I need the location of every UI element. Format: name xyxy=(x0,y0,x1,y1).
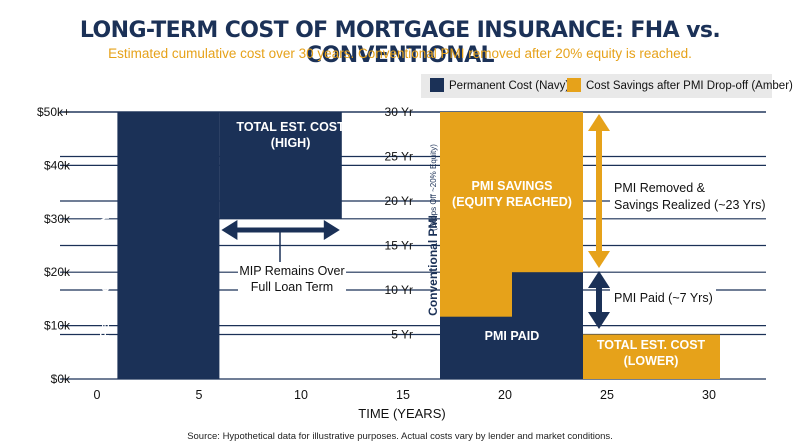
pmi-paid-bar xyxy=(512,272,583,379)
pmi-removed-label-bg xyxy=(610,178,766,214)
left-axis-tick-label: $40k xyxy=(44,158,71,172)
x-axis-tick-label: 15 xyxy=(396,388,410,402)
pmi-paid-arrow-head-bottom xyxy=(588,312,610,329)
legend-label-permanent: Permanent Cost (Navy) xyxy=(449,80,570,92)
left-axis-tick-label: $50k+ xyxy=(37,105,70,119)
conventional-vertical-label: Conventional PMI xyxy=(426,215,440,316)
middle-axis-tick-label: 10 Yr xyxy=(385,283,413,297)
pmi-paid-arrow-head-top xyxy=(588,271,610,288)
fha-arrow-head-right xyxy=(323,220,340,240)
fha-arrow-label: MIP Remains Over xyxy=(239,264,344,278)
legend-swatch-navy xyxy=(430,78,444,92)
legend-item-savings: Cost Savings after PMI Drop-off (Amber) xyxy=(567,78,793,92)
fha-arrow-label-bg xyxy=(238,262,346,298)
middle-axis-tick-label: 25 Yr xyxy=(385,150,413,164)
fha-vertical-label: FHA Permanent MIP (30-Yr) xyxy=(98,205,112,367)
fha-bar xyxy=(117,112,220,379)
pmi-removed-arrow-head-bottom xyxy=(588,251,610,268)
total-lower-bar xyxy=(583,334,720,379)
fha-arrow-head-left xyxy=(221,220,238,240)
x-axis-tick-label: 25 xyxy=(600,388,614,402)
total-lower-label: TOTAL EST. COST xyxy=(597,338,706,352)
x-axis-tick-label: 0 xyxy=(94,388,101,402)
legend-swatch-amber xyxy=(567,78,581,92)
fha-arrow-label: Full Loan Term xyxy=(251,280,333,294)
pmi-removed-arrow-head-top xyxy=(588,114,610,131)
legend: Permanent Cost (Navy) Cost Savings after… xyxy=(421,74,793,98)
middle-axis-tick-label: 20 Yr xyxy=(385,194,413,208)
left-axis-tick-label: $20k xyxy=(44,265,71,279)
middle-axis-tick-label: 15 Yr xyxy=(385,239,413,253)
source-note: Source: Hypothetical data for illustrati… xyxy=(187,431,613,442)
pmi-savings-label: PMI SAVINGS xyxy=(471,179,552,193)
fha-total-label: TOTAL EST. COST xyxy=(236,120,345,134)
conventional-vertical-sublabel: (Drops Off ~20% Equity) xyxy=(429,144,438,231)
fha-total-label: (HIGH) xyxy=(271,136,311,150)
left-axis-tick-label: $30k xyxy=(44,212,71,226)
chart-title: LONG-TERM COST OF MORTGAGE INSURANCE: FH… xyxy=(79,18,721,68)
fha-bar-upper xyxy=(219,112,342,219)
pmi-removed-label: Savings Realized (~23 Yrs) xyxy=(614,198,766,212)
pmi-paid-bar xyxy=(440,316,512,379)
legend-item-permanent: Permanent Cost (Navy) xyxy=(430,78,569,92)
pmi-paid-label: PMI PAID xyxy=(485,329,540,343)
middle-axis-tick-label: 5 Yr xyxy=(391,328,413,342)
pmi-removed-label: PMI Removed & xyxy=(614,181,706,195)
left-axis-tick-label: $0k xyxy=(51,372,71,386)
x-axis-title: TIME (YEARS) xyxy=(358,406,445,421)
left-axis-tick-label: $10k xyxy=(44,319,71,333)
pmi-paid-arrow-label-bg xyxy=(610,288,716,306)
x-axis-tick-label: 10 xyxy=(294,388,308,402)
x-axis-tick-label: 30 xyxy=(702,388,716,402)
x-axis-tick-label: 20 xyxy=(498,388,512,402)
chart-subtitle: Estimated cumulative cost over 30 years.… xyxy=(108,46,692,61)
legend-label-savings: Cost Savings after PMI Drop-off (Amber) xyxy=(586,80,793,92)
x-axis-tick-label: 5 xyxy=(196,388,203,402)
pmi-paid-arrow-label: PMI Paid (~7 Yrs) xyxy=(614,291,713,305)
total-lower-label: (LOWER) xyxy=(624,354,679,368)
middle-axis-tick-label: 30 Yr xyxy=(385,105,413,119)
pmi-savings-label: (EQUITY REACHED) xyxy=(452,195,572,209)
